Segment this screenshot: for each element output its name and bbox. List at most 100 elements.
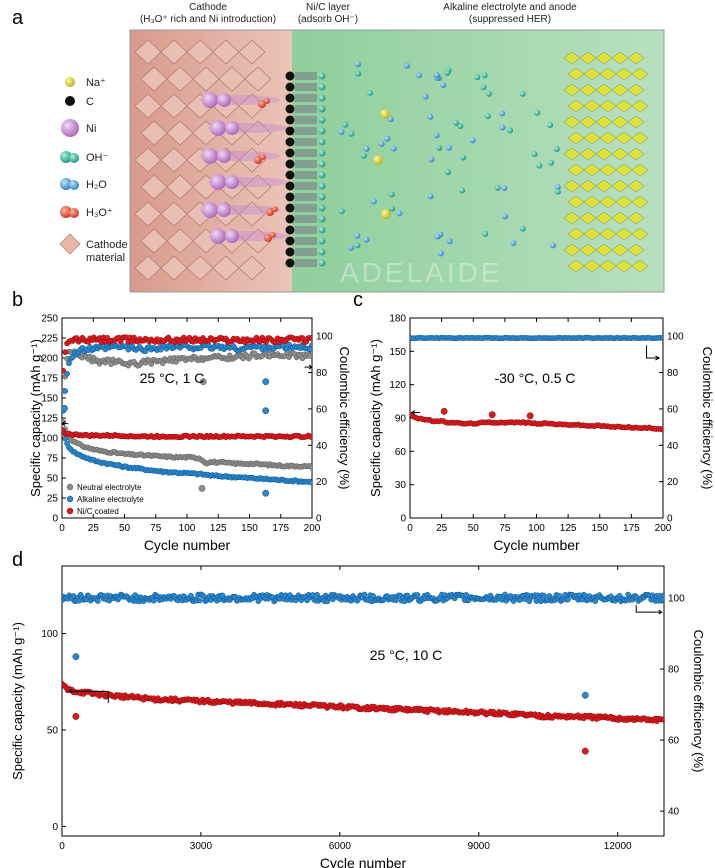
- data-point: [361, 591, 368, 598]
- x-tick-label: 175: [623, 523, 640, 534]
- anode-lattice-cell: [583, 67, 601, 81]
- water-molecule-icon: [387, 116, 394, 123]
- cathode-material-icon: [134, 255, 162, 281]
- legend-label: Ni/C coated: [77, 507, 119, 516]
- carbon-atom-icon: [285, 258, 295, 268]
- water-molecule-icon-atom: [69, 180, 79, 190]
- hydronium-icon: [254, 156, 262, 164]
- y2-axis-label: Coulombic efficiency (%): [700, 347, 715, 490]
- y-tick-label: 120: [389, 380, 406, 391]
- y-tick-label: 50: [47, 474, 59, 485]
- y-tick-label: 150: [41, 394, 58, 405]
- y-tick-label: 75: [47, 454, 59, 465]
- anode-lattice-cell: [583, 131, 601, 145]
- y-axis-label: Specific capacity (mAh g⁻¹): [368, 339, 383, 497]
- ni-c-layer-segment: [295, 226, 317, 234]
- y2-tick-label: 20: [316, 477, 328, 488]
- cathode-material-icon: [160, 39, 188, 65]
- anode-lattice-cell: [563, 51, 581, 65]
- cathode-material-icon: [244, 120, 272, 146]
- carbon-atom-icon: [285, 115, 295, 125]
- data-point: [661, 716, 664, 723]
- anode-lattice-cell: [583, 259, 601, 273]
- plot-frame: [61, 565, 665, 837]
- anode-lattice-cell: [579, 83, 597, 97]
- carbon-atom-icon: [285, 137, 295, 147]
- anode-lattice-cell: [631, 99, 649, 113]
- anode-lattice-cell: [599, 259, 617, 273]
- cathode-material-icon: [238, 201, 266, 227]
- hydroxide-icon: [474, 74, 481, 81]
- x-tick-label: 150: [591, 523, 608, 534]
- cathode-material-icon: [166, 174, 194, 200]
- anode-lattice-cell: [599, 227, 617, 241]
- y-tick-label: 30: [395, 480, 407, 491]
- series-ni-c-coated: [62, 428, 312, 441]
- carbon-atom-icon: [285, 236, 295, 246]
- y-tick-label: 225: [41, 334, 58, 345]
- y-tick-label: 175: [41, 374, 58, 385]
- ni-c-layer-segment: [295, 105, 317, 113]
- anode-lattice-cell: [611, 211, 629, 225]
- cathode-subheader: (H₃O⁺ rich and Ni introduction): [140, 14, 276, 25]
- y2-axis-label: Coulombic efficiency (%): [337, 347, 352, 490]
- anode-lattice-cell: [615, 131, 633, 145]
- water-molecule-icon: [446, 238, 453, 245]
- hydroxide-icon: [318, 160, 326, 168]
- y2-axis-label: Coulombic efficiency (%): [691, 630, 706, 773]
- data-point: [414, 592, 421, 598]
- cathode-material-icon: [212, 39, 240, 65]
- cathode-material-icon: [140, 66, 168, 92]
- hydroxide-icon: [494, 184, 501, 191]
- panel-b-letter: b: [12, 289, 23, 311]
- series-coulombic-efficiency: [62, 591, 664, 605]
- anode-lattice-cell: [631, 67, 649, 81]
- anode-lattice-cell: [615, 227, 633, 241]
- plot-area: [410, 334, 663, 433]
- panel-a-letter: a: [12, 7, 24, 29]
- na-ion-icon: [65, 77, 75, 87]
- water-molecule-icon: [354, 61, 361, 68]
- cathode-material-icon: [238, 39, 266, 65]
- hydroxide-icon: [342, 121, 349, 128]
- water-molecule-icon: [338, 128, 345, 135]
- na-ion-icon: [381, 209, 391, 219]
- data-point: [309, 335, 312, 341]
- nickel-atom-icon: [61, 119, 79, 137]
- water-molecule-icon: [370, 198, 377, 205]
- cathode-material-icon: [134, 201, 162, 227]
- x-tick-label: 125: [560, 523, 577, 534]
- y-tick-label: 50: [47, 725, 59, 736]
- x-tick-label: 150: [241, 523, 258, 534]
- anode-lattice-cell: [627, 243, 645, 257]
- plot-area: [62, 334, 312, 486]
- hydroxide-icon: [460, 154, 467, 161]
- ni-c-layer-segment: [295, 116, 317, 124]
- na-ion-icon: [373, 155, 383, 165]
- hydroxide-icon: [459, 187, 466, 194]
- cathode-material-icon: [160, 93, 188, 119]
- x-tick-label: 200: [655, 523, 672, 534]
- carbon-atom-icon: [285, 192, 295, 202]
- ni-c-layer-segment: [295, 237, 317, 245]
- legend-label-line2: material: [86, 252, 125, 264]
- hydroxide-icon: [318, 149, 326, 157]
- y-tick-label: 90: [395, 414, 407, 425]
- condition-annotation: -30 °C, 0.5 C: [494, 370, 575, 386]
- x-tick-label: 75: [499, 523, 511, 534]
- y2-tick-label: 60: [316, 404, 328, 415]
- x-tick-label: 12000: [604, 841, 632, 852]
- anode-lattice-cell: [579, 179, 597, 193]
- cathode-material-icon: [212, 255, 240, 281]
- carbon-atom-icon: [65, 96, 75, 106]
- y-tick-label: 125: [41, 414, 58, 425]
- ni-c-layer-segment: [295, 72, 317, 80]
- x-tick-label: 6000: [329, 841, 352, 852]
- ni-c-layer-segment: [295, 138, 317, 146]
- x-tick-label: 3000: [190, 841, 213, 852]
- carbon-atom-icon: [285, 148, 295, 158]
- series-coulombic-efficiency: [410, 334, 663, 342]
- anode-lattice-cell: [579, 147, 597, 161]
